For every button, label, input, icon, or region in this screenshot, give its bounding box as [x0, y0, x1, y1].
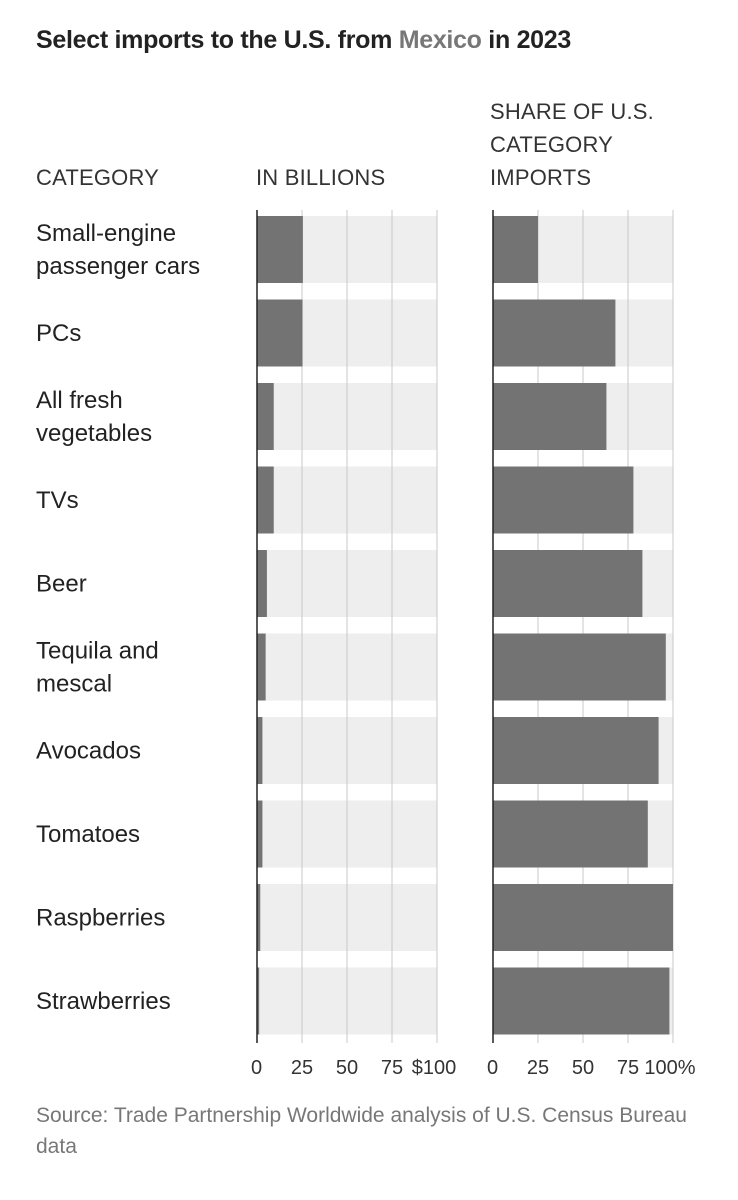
panel-1-tick-label-25: 25: [291, 1057, 313, 1079]
category-label-2-line-1: PCs: [36, 320, 81, 347]
category-label-6-line-2: mescal: [36, 671, 112, 698]
title-suffix: in 2023: [481, 26, 571, 54]
billions-column-header: IN BILLIONS: [256, 165, 386, 190]
title-highlight-mexico: Mexico: [398, 26, 482, 54]
category-label-10-line-1: Strawberries: [36, 988, 171, 1015]
share-header-line-2: CATEGORY: [490, 132, 614, 157]
share-column-header: SHARE OF U.S. CATEGORY IMPORTS: [490, 95, 654, 194]
category-label-6-line-1: Tequila and: [36, 638, 159, 665]
share-header-line-1: SHARE OF U.S.: [490, 99, 654, 124]
panel-2-bar-1: [493, 216, 538, 283]
panel-1-tick-label-0: 0: [251, 1057, 262, 1079]
panel-1-bar-5: [257, 550, 267, 617]
category-label-8-line-1: Tomatoes: [36, 821, 140, 848]
panel-1-bar-7: [257, 717, 263, 784]
panel-1-bar-4: [257, 466, 274, 534]
panel-2-bar-9: [493, 884, 673, 951]
panel-2-bar-6: [493, 633, 666, 701]
panel-1-tick-label-100: $100: [412, 1057, 457, 1079]
panel-1-bar-1: [257, 216, 303, 283]
share-header-line-3: IMPORTS: [490, 165, 592, 190]
panel-2-bar-2: [493, 299, 616, 367]
category-label-5-line-1: Beer: [36, 571, 87, 598]
panel-1-bar-8: [257, 800, 263, 868]
panel-2-bar-3: [493, 383, 607, 450]
panel-1-bar-2: [257, 299, 303, 367]
chart-canvas: 0 25 50 75 $100 0 25 50 75 100%Small-enginepassen…: [36, 210, 696, 1079]
panel-1-tick-label-75: 75: [381, 1057, 403, 1079]
panel-1-bar-3: [257, 383, 274, 450]
category-label-3-line-2: vegetables: [36, 420, 152, 447]
title-prefix: Select imports to the U.S. from: [36, 26, 399, 54]
category-label-7-line-1: Avocados: [36, 738, 141, 765]
panel-2-bar-8: [493, 800, 648, 868]
panel-2-tick-label-25: 25: [527, 1057, 549, 1079]
panel-2-bar-10: [493, 967, 670, 1035]
panel-2-tick-label-50: 50: [572, 1057, 594, 1079]
chart-title: Select imports to the U.S. from Mexico i…: [36, 26, 571, 55]
panel-1-tick-label-50: 50: [336, 1057, 358, 1079]
panel-2-tick-label-100: 100%: [644, 1057, 695, 1079]
category-label-1-line-1: Small-engine: [36, 220, 176, 247]
panel-1-bar-10: [257, 967, 260, 1035]
category-label-9-line-1: Raspberries: [36, 905, 165, 932]
panel-1-bar-6: [257, 633, 266, 701]
category-label-3-line-1: All fresh: [36, 387, 123, 414]
panel-2-bar-7: [493, 717, 659, 784]
source-note: Source: Trade Partnership Worldwide anal…: [36, 1104, 687, 1158]
panel-2-tick-label-75: 75: [617, 1057, 639, 1079]
panel-2-bar-4: [493, 466, 634, 534]
category-label-1-line-2: passenger cars: [36, 253, 200, 280]
category-label-4-line-1: TVs: [36, 487, 79, 514]
panel-2-bar-5: [493, 550, 643, 617]
panel-2-tick-label-0: 0: [487, 1057, 498, 1079]
category-column-header: CATEGORY: [36, 165, 160, 190]
panel-1-bar-9: [257, 884, 261, 951]
